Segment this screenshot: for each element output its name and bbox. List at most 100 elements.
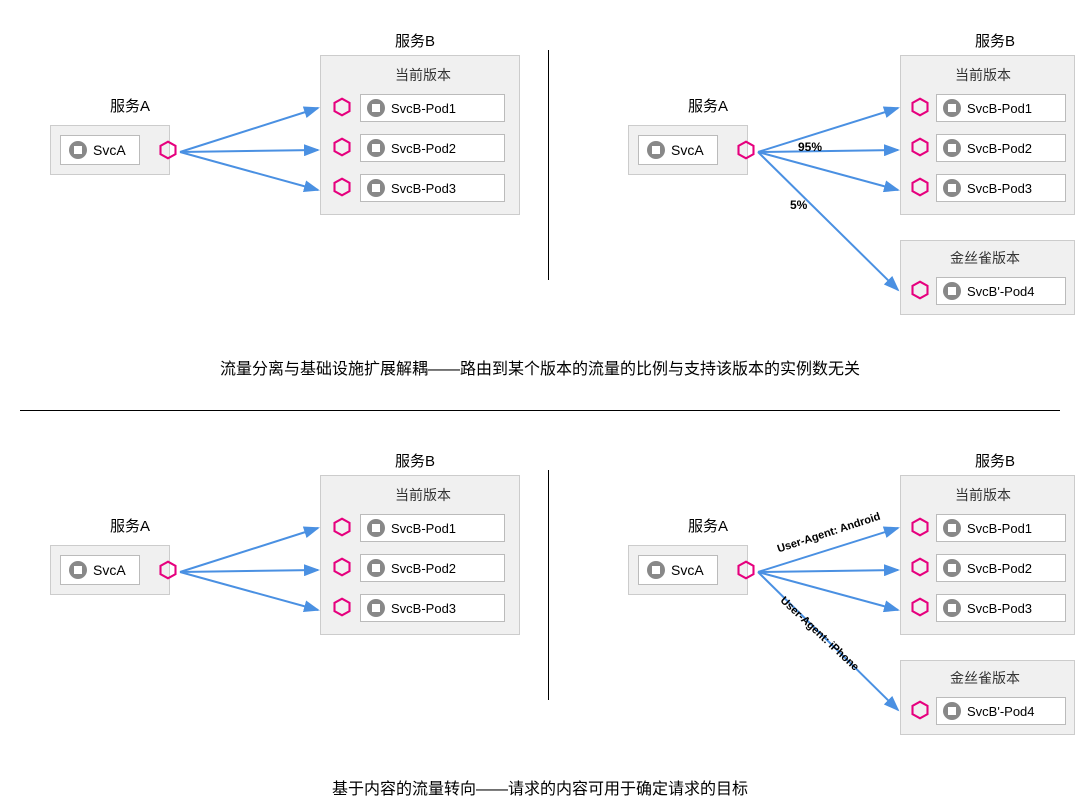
pod-label: SvcB-Pod3 — [391, 601, 456, 616]
version-canary-tr: 金丝雀版本 — [950, 248, 1020, 268]
hex-icon — [332, 517, 352, 537]
pod-box: SvcB'-Pod4 — [936, 697, 1066, 725]
caption-top: 流量分离与基础设施扩展解耦——路由到某个版本的流量的比例与支持该版本的实例数无关 — [0, 355, 1080, 379]
gear-icon — [367, 139, 385, 157]
hex-icon — [332, 557, 352, 577]
svcA-title-tl: 服务A — [110, 95, 150, 116]
caption-bottom: 基于内容的流量转向——请求的内容可用于确定请求的目标 — [0, 775, 1080, 799]
gear-icon — [647, 561, 665, 579]
arrow-tr-2 — [758, 150, 898, 152]
pod-label: SvcB-Pod3 — [967, 601, 1032, 616]
divider-v-top — [548, 50, 549, 280]
svcB-title-tr: 服务B — [975, 30, 1015, 51]
route-android: User-Agent: Android — [776, 511, 882, 556]
svcA-label: SvcA — [671, 142, 704, 158]
gear-icon — [943, 99, 961, 117]
pod-label: SvcB-Pod1 — [391, 521, 456, 536]
pod-box: SvcB-Pod2 — [936, 134, 1066, 162]
arrow-tr-1 — [758, 108, 898, 152]
pod-label: SvcB-Pod1 — [967, 101, 1032, 116]
svcA-box-tr: SvcA — [638, 135, 718, 165]
version-current-tl: 当前版本 — [395, 65, 451, 85]
svcB-title-bl: 服务B — [395, 450, 435, 471]
arrow-bl-2 — [180, 570, 318, 572]
hex-icon — [736, 140, 756, 160]
gear-icon — [943, 702, 961, 720]
hex-icon — [158, 560, 178, 580]
pod-box: SvcB-Pod1 — [936, 94, 1066, 122]
gear-icon — [943, 519, 961, 537]
pod-label: SvcB'-Pod4 — [967, 704, 1035, 719]
pod-box: SvcB-Pod1 — [360, 94, 505, 122]
pod-label: SvcB-Pod2 — [967, 141, 1032, 156]
gear-icon — [367, 559, 385, 577]
hex-icon — [332, 177, 352, 197]
pod-label: SvcB-Pod2 — [967, 561, 1032, 576]
hex-icon — [332, 97, 352, 117]
version-current-br: 当前版本 — [955, 485, 1011, 505]
arrow-bl-1 — [180, 528, 318, 572]
version-canary-br: 金丝雀版本 — [950, 668, 1020, 688]
gear-icon — [943, 282, 961, 300]
hex-icon — [332, 597, 352, 617]
hex-icon — [910, 517, 930, 537]
arrow-tr-3 — [758, 152, 898, 190]
arrow-tl-3 — [180, 152, 318, 190]
gear-icon — [943, 559, 961, 577]
pod-box: SvcB-Pod3 — [936, 594, 1066, 622]
hex-icon — [910, 700, 930, 720]
hex-icon — [910, 280, 930, 300]
svcB-title-br: 服务B — [975, 450, 1015, 471]
hex-icon — [158, 140, 178, 160]
svcA-label: SvcA — [93, 562, 126, 578]
arrow-br-2 — [758, 570, 898, 572]
svcA-box-tl: SvcA — [60, 135, 140, 165]
pod-box: SvcB-Pod1 — [360, 514, 505, 542]
pct-canary: 5% — [790, 198, 807, 212]
pod-box: SvcB-Pod1 — [936, 514, 1066, 542]
hex-icon — [910, 597, 930, 617]
gear-icon — [69, 561, 87, 579]
pod-box: SvcB'-Pod4 — [936, 277, 1066, 305]
svcA-box-br: SvcA — [638, 555, 718, 585]
version-current-bl: 当前版本 — [395, 485, 451, 505]
divider-h — [20, 410, 1060, 411]
svcB-title-tl: 服务B — [395, 30, 435, 51]
divider-v-bottom — [548, 470, 549, 700]
gear-icon — [367, 599, 385, 617]
route-iphone: User-Agent: iPhone — [778, 595, 861, 674]
gear-icon — [943, 599, 961, 617]
pod-box: SvcB-Pod2 — [360, 554, 505, 582]
hex-icon — [736, 560, 756, 580]
arrow-tr-4 — [758, 152, 898, 290]
svcA-label: SvcA — [93, 142, 126, 158]
pod-box: SvcB-Pod3 — [936, 174, 1066, 202]
gear-icon — [943, 179, 961, 197]
gear-icon — [367, 519, 385, 537]
hex-icon — [910, 557, 930, 577]
svcA-title-bl: 服务A — [110, 515, 150, 536]
hex-icon — [910, 137, 930, 157]
version-current-tr: 当前版本 — [955, 65, 1011, 85]
pod-box: SvcB-Pod2 — [360, 134, 505, 162]
svcA-box-bl: SvcA — [60, 555, 140, 585]
gear-icon — [367, 99, 385, 117]
svcA-title-tr: 服务A — [688, 95, 728, 116]
pod-label: SvcB-Pod3 — [391, 181, 456, 196]
pod-label: SvcB-Pod1 — [967, 521, 1032, 536]
svcA-title-br: 服务A — [688, 515, 728, 536]
pod-box: SvcB-Pod2 — [936, 554, 1066, 582]
pod-label: SvcB-Pod2 — [391, 141, 456, 156]
arrow-tl-1 — [180, 108, 318, 152]
gear-icon — [367, 179, 385, 197]
pct-main: 95% — [798, 140, 822, 154]
gear-icon — [647, 141, 665, 159]
gear-icon — [943, 139, 961, 157]
pod-label: SvcB-Pod2 — [391, 561, 456, 576]
arrow-tl-2 — [180, 150, 318, 152]
pod-label: SvcB-Pod3 — [967, 181, 1032, 196]
gear-icon — [69, 141, 87, 159]
pod-box: SvcB-Pod3 — [360, 594, 505, 622]
pod-box: SvcB-Pod3 — [360, 174, 505, 202]
pod-label: SvcB'-Pod4 — [967, 284, 1035, 299]
